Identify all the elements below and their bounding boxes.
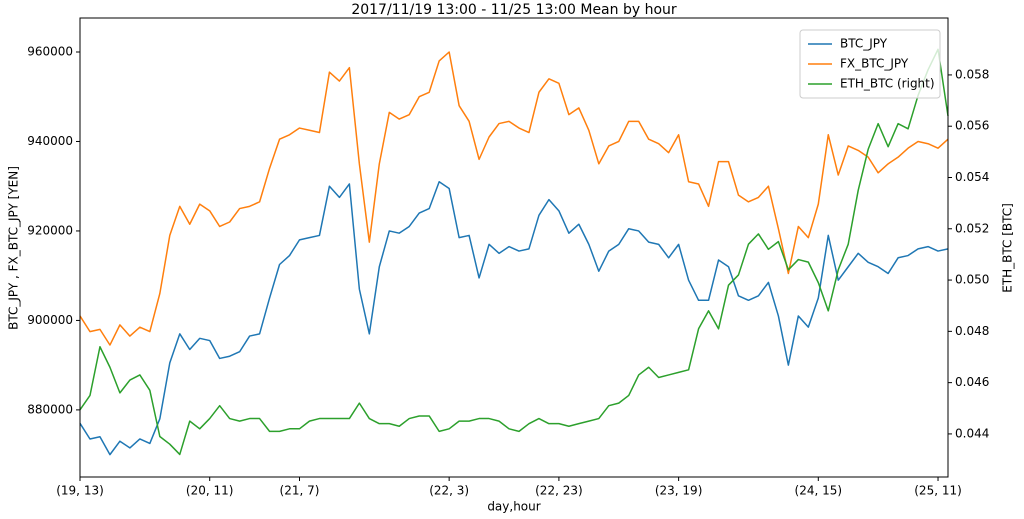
y2-tick-label: 0.048 — [955, 324, 989, 338]
legend-label: BTC_JPY — [840, 37, 888, 51]
x-tick-label: (22, 23) — [535, 484, 583, 498]
plot-frame — [79, 17, 949, 478]
series-line — [79, 48, 949, 456]
y2-tick-label: 0.052 — [955, 221, 989, 235]
y-tick-label: 940000 — [27, 134, 73, 148]
legend-label: FX_BTC_JPY — [840, 57, 909, 71]
y-tick-label: 960000 — [27, 45, 73, 59]
y-tick-label: 880000 — [27, 402, 73, 416]
legend-box — [799, 29, 941, 99]
y2-tick-label: 0.054 — [955, 170, 989, 184]
y-tick-label: 900000 — [27, 313, 73, 327]
y2-tick-label: 0.046 — [955, 375, 989, 389]
x-tick-label: (25, 11) — [914, 484, 962, 498]
y2-tick-label: 0.056 — [955, 119, 989, 133]
y2-tick-label: 0.044 — [955, 426, 989, 440]
x-tick-label: (23, 19) — [655, 484, 703, 498]
x-tick-label: (24, 15) — [795, 484, 843, 498]
x-tick-label: (22, 3) — [429, 484, 469, 498]
series-line — [79, 180, 949, 456]
y2-axis-label: ETH_BTC [BTC] — [1001, 203, 1015, 293]
x-tick-label: (19, 13) — [56, 484, 104, 498]
y2-tick-label: 0.050 — [955, 273, 989, 287]
y2-tick-label: 0.058 — [955, 67, 989, 81]
x-tick-label: (20, 11) — [186, 484, 234, 498]
x-tick-label: (21, 7) — [280, 484, 320, 498]
series-line — [79, 51, 949, 346]
y-axis-label: BTC_JPY , FX_BTC_JPY [YEN] — [7, 166, 21, 330]
legend-label: ETH_BTC (right) — [840, 77, 935, 91]
chart-title: 2017/11/19 13:00 - 11/25 13:00 Mean by h… — [351, 2, 677, 18]
x-axis-label: day,hour — [487, 500, 540, 514]
y-tick-label: 920000 — [27, 223, 73, 237]
